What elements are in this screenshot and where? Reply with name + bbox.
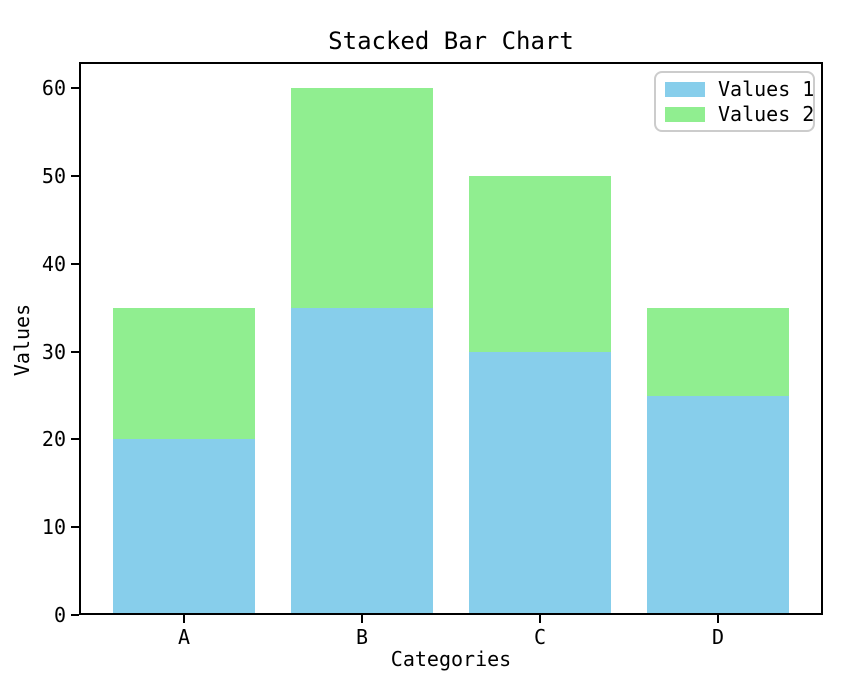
legend-entry-1: Values 1 [665,78,814,100]
y-tick-mark [71,262,79,265]
y-tick-label: 30 [41,339,66,364]
bar-segment-A-s2 [112,307,256,440]
y-tick-label: 10 [41,515,66,540]
bar-segment-B-s1 [290,307,434,615]
legend-label: Values 1 [718,77,815,101]
chart-title: Stacked Bar Chart [328,27,574,55]
plot-area [79,62,823,615]
bar-segment-D-s1 [646,395,790,615]
x-tick-label-A: A [177,625,191,649]
x-tick-mark [539,615,541,623]
legend-swatch-icon [665,81,705,97]
x-tick-label-B: B [355,625,369,649]
y-tick-mark [71,87,79,90]
y-tick-mark [71,526,79,529]
legend-entry-2: Values 2 [665,103,814,125]
y-tick-mark [71,175,79,178]
bar-segment-C-s2 [468,176,612,352]
y-tick-label: 40 [41,251,66,276]
y-tick-label: 60 [41,76,66,101]
x-tick-label-D: D [711,625,725,649]
bar-segment-D-s2 [646,307,790,396]
x-tick-mark [717,615,719,623]
bar-segment-B-s2 [290,88,434,308]
y-tick-label: 0 [53,603,66,627]
x-tick-mark [361,615,363,623]
y-tick-mark [71,614,79,616]
legend: Values 1 Values 2 [654,71,815,132]
bar-segment-C-s1 [468,351,612,615]
x-axis-label: Categories [390,647,512,671]
y-tick-mark [71,438,79,441]
x-tick-mark [183,615,185,623]
y-tick-mark [71,350,79,353]
legend-swatch-icon [665,106,705,122]
y-tick-label: 50 [41,164,66,189]
legend-label: Values 2 [718,102,815,126]
x-tick-label-C: C [533,625,547,649]
bar-segment-A-s1 [112,439,256,615]
y-tick-label: 20 [41,427,66,452]
